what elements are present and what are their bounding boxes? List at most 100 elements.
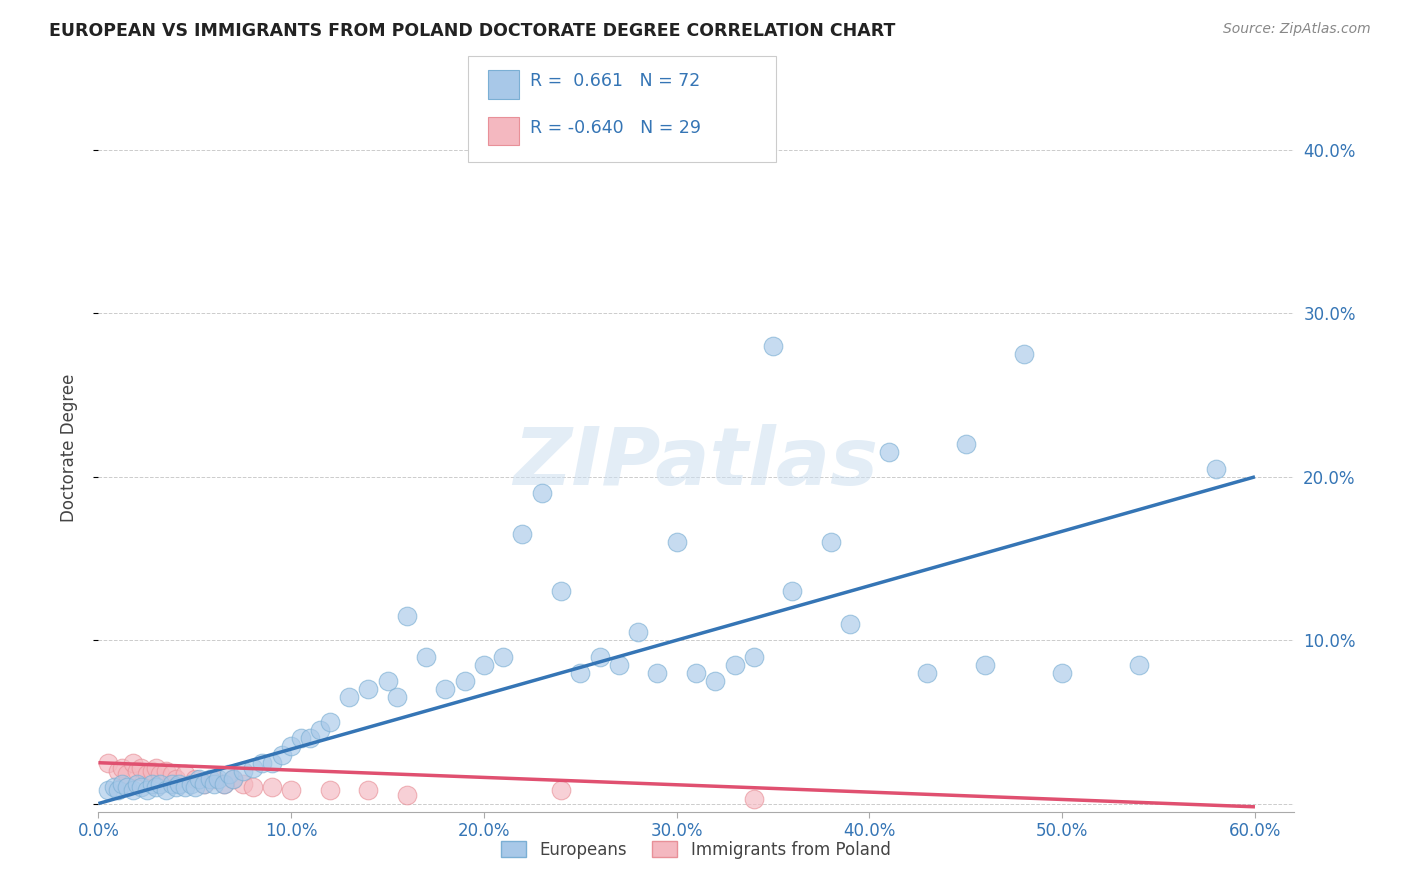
Point — [135, 767, 157, 781]
Point — [232, 764, 254, 778]
Point — [762, 339, 785, 353]
Point — [260, 780, 283, 795]
Point — [530, 486, 553, 500]
Point — [125, 777, 148, 791]
Point — [160, 767, 183, 781]
Point — [280, 739, 302, 754]
Point — [110, 761, 132, 775]
Point — [110, 777, 132, 791]
Point — [232, 777, 254, 791]
Point — [877, 445, 900, 459]
Point — [550, 783, 572, 797]
Point — [222, 772, 245, 786]
Point — [122, 756, 145, 770]
Point — [588, 649, 610, 664]
Point — [742, 649, 765, 664]
Point — [193, 777, 215, 791]
Text: R = -0.640   N = 29: R = -0.640 N = 29 — [530, 119, 702, 136]
Point — [107, 783, 129, 797]
Point — [242, 780, 264, 795]
Point — [103, 780, 125, 795]
Point — [184, 780, 207, 795]
Point — [299, 731, 322, 746]
Point — [187, 772, 209, 786]
Point — [149, 767, 172, 781]
Point — [337, 690, 360, 705]
Point — [917, 665, 939, 680]
Point — [1050, 665, 1073, 680]
Point — [169, 777, 191, 791]
Point — [141, 764, 163, 778]
Y-axis label: Doctorate Degree: Doctorate Degree — [59, 374, 77, 523]
Text: R =  0.661   N = 72: R = 0.661 N = 72 — [530, 72, 700, 90]
Point — [270, 747, 292, 762]
Point — [415, 649, 437, 664]
Point — [665, 535, 688, 549]
Point — [145, 780, 167, 795]
Point — [174, 780, 197, 795]
Point — [222, 772, 245, 786]
Point — [820, 535, 842, 549]
Point — [141, 777, 163, 791]
Point — [607, 657, 630, 672]
Point — [280, 783, 302, 797]
Point — [974, 657, 997, 672]
Point — [357, 783, 380, 797]
Point — [145, 761, 167, 775]
Point — [550, 584, 572, 599]
Point — [1205, 461, 1227, 475]
Point — [155, 783, 177, 797]
Point — [117, 780, 139, 795]
Point — [319, 783, 342, 797]
Point — [184, 772, 207, 786]
Point — [742, 791, 765, 805]
Point — [202, 777, 225, 791]
Point — [155, 764, 177, 778]
Point — [385, 690, 409, 705]
Text: Source: ZipAtlas.com: Source: ZipAtlas.com — [1223, 22, 1371, 37]
Point — [165, 780, 187, 795]
Point — [117, 767, 139, 781]
Point — [627, 625, 650, 640]
Point — [149, 777, 172, 791]
Point — [207, 772, 229, 786]
Point — [395, 608, 418, 623]
Point — [685, 665, 707, 680]
Point — [180, 777, 202, 791]
Point — [242, 761, 264, 775]
Point — [97, 783, 120, 797]
Point — [165, 772, 187, 786]
Point — [129, 780, 152, 795]
Point — [129, 761, 152, 775]
Point — [782, 584, 804, 599]
Point — [160, 777, 183, 791]
Point — [955, 437, 977, 451]
Point — [357, 682, 380, 697]
Point — [309, 723, 332, 737]
Point — [125, 764, 148, 778]
Point — [212, 777, 235, 791]
Point — [434, 682, 457, 697]
Point — [453, 673, 475, 688]
Point — [839, 616, 862, 631]
Point — [569, 665, 592, 680]
Point — [174, 767, 197, 781]
Point — [200, 772, 222, 786]
Point — [135, 783, 157, 797]
Point — [97, 756, 120, 770]
Point — [252, 756, 274, 770]
Point — [202, 772, 225, 786]
Point — [212, 777, 235, 791]
Point — [395, 789, 418, 803]
Text: EUROPEAN VS IMMIGRANTS FROM POLAND DOCTORATE DEGREE CORRELATION CHART: EUROPEAN VS IMMIGRANTS FROM POLAND DOCTO… — [49, 22, 896, 40]
Legend: Europeans, Immigrants from Poland: Europeans, Immigrants from Poland — [495, 834, 897, 865]
Point — [704, 673, 727, 688]
Point — [512, 527, 534, 541]
Point — [492, 649, 515, 664]
Point — [218, 767, 240, 781]
Point — [107, 764, 129, 778]
Point — [260, 756, 283, 770]
Point — [122, 783, 145, 797]
Point — [723, 657, 745, 672]
Point — [377, 673, 399, 688]
